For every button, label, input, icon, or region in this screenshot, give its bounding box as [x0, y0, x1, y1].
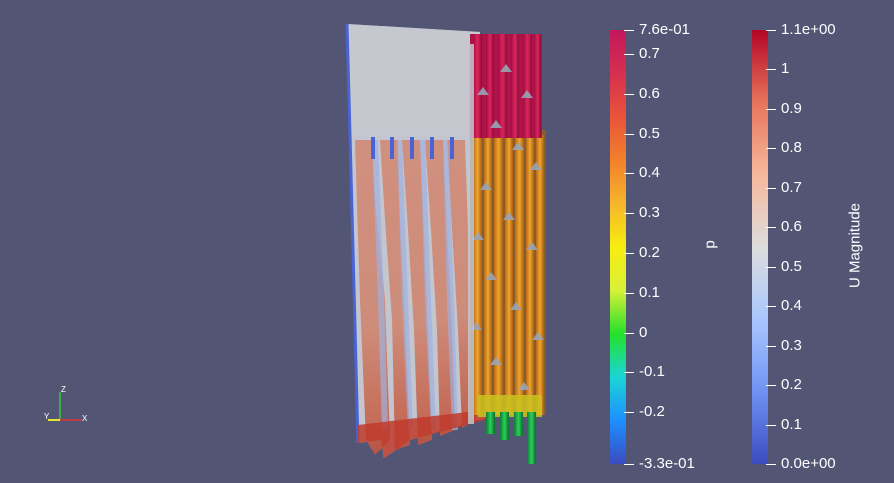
y-axis-label: Y [44, 412, 50, 421]
u-magnitude-colorbar-tick-mark [766, 346, 776, 347]
u-magnitude-colorbar-tick-label: 0.6 [781, 218, 802, 235]
p-colorbar-tick-mark [624, 173, 634, 174]
u-magnitude-colorbar-tick-label: 1.1e+00 [781, 21, 836, 38]
p-colorbar-title: p [701, 240, 719, 249]
p-colorbar-tick-label: 0.4 [639, 164, 660, 181]
orientation-axes-widget: Z Y X [40, 385, 96, 427]
p-colorbar-tick-label: 0.6 [639, 85, 660, 102]
streamline-tubes [468, 34, 546, 464]
p-colorbar-tick-mark [624, 412, 634, 413]
x-axis-label: X [82, 414, 88, 423]
u-magnitude-colorbar-tick-label: 0.0e+00 [781, 455, 836, 472]
p-colorbar-tick-label: 0.7 [639, 45, 660, 62]
p-colorbar-tick-mark [624, 134, 634, 135]
p-colorbar-tick-mark [624, 372, 634, 373]
p-colorbar-tick-label: 7.6e-01 [639, 21, 690, 38]
u-magnitude-colorbar-tick-label: 0.2 [781, 376, 802, 393]
z-axis-label: Z [61, 385, 66, 394]
p-colorbar-tick-label: -3.3e-01 [639, 455, 695, 472]
u-magnitude-colorbar-tick-mark [766, 109, 776, 110]
p-colorbar-tick-label: 0 [639, 324, 648, 341]
u-magnitude-colorbar-tick-mark [766, 148, 776, 149]
u-magnitude-colorbar-tick-label: 0.7 [781, 179, 802, 196]
p-colorbar-tick-mark [624, 293, 634, 294]
u-magnitude-colorbar-tick-mark [766, 425, 776, 426]
u-magnitude-colorbar-tick-mark [766, 69, 776, 70]
p-colorbar-tick-label: -0.2 [639, 403, 665, 420]
p-colorbar-tick-mark [624, 30, 634, 31]
u-magnitude-colorbar-tick-label: 0.5 [781, 258, 802, 275]
u-magnitude-colorbar-title: U Magnitude [846, 202, 864, 289]
p-colorbar-tick-mark [624, 54, 634, 55]
p-colorbar-tick-mark [624, 213, 634, 214]
u-magnitude-colorbar-tick-label: 0.8 [781, 139, 802, 156]
u-magnitude-colorbar-tick-label: 0.3 [781, 337, 802, 354]
p-colorbar-gradient [610, 30, 626, 464]
u-magnitude-colorbar-tick-mark [766, 464, 776, 465]
u-magnitude-colorbar-tick-mark [766, 385, 776, 386]
u-magnitude-colorbar-tick-label: 0.9 [781, 100, 802, 117]
p-colorbar-tick-label: 0.3 [639, 204, 660, 221]
u-magnitude-colorbar-tick-mark [766, 30, 776, 31]
slice-plane [345, 23, 485, 458]
u-magnitude-colorbar-tick-mark [766, 227, 776, 228]
u-magnitude-colorbar-tick-mark [766, 188, 776, 189]
p-colorbar-tick-mark [624, 464, 634, 465]
p-colorbar-tick-label: 0.5 [639, 125, 660, 142]
u-magnitude-colorbar-tick-mark [766, 306, 776, 307]
p-colorbar-tick-mark [624, 333, 634, 334]
p-colorbar-tick-label: -0.1 [639, 363, 665, 380]
p-colorbar-tick-label: 0.1 [639, 284, 660, 301]
p-colorbar-tick-mark [624, 253, 634, 254]
p-colorbar-tick-label: 0.2 [639, 244, 660, 261]
u-magnitude-colorbar-gradient [752, 30, 768, 464]
u-magnitude-colorbar-tick-label: 0.4 [781, 297, 802, 314]
u-magnitude-colorbar-tick-mark [766, 267, 776, 268]
u-magnitude-colorbar-tick-label: 0.1 [781, 416, 802, 433]
p-colorbar-tick-mark [624, 94, 634, 95]
u-magnitude-colorbar-tick-label: 1 [781, 60, 790, 77]
